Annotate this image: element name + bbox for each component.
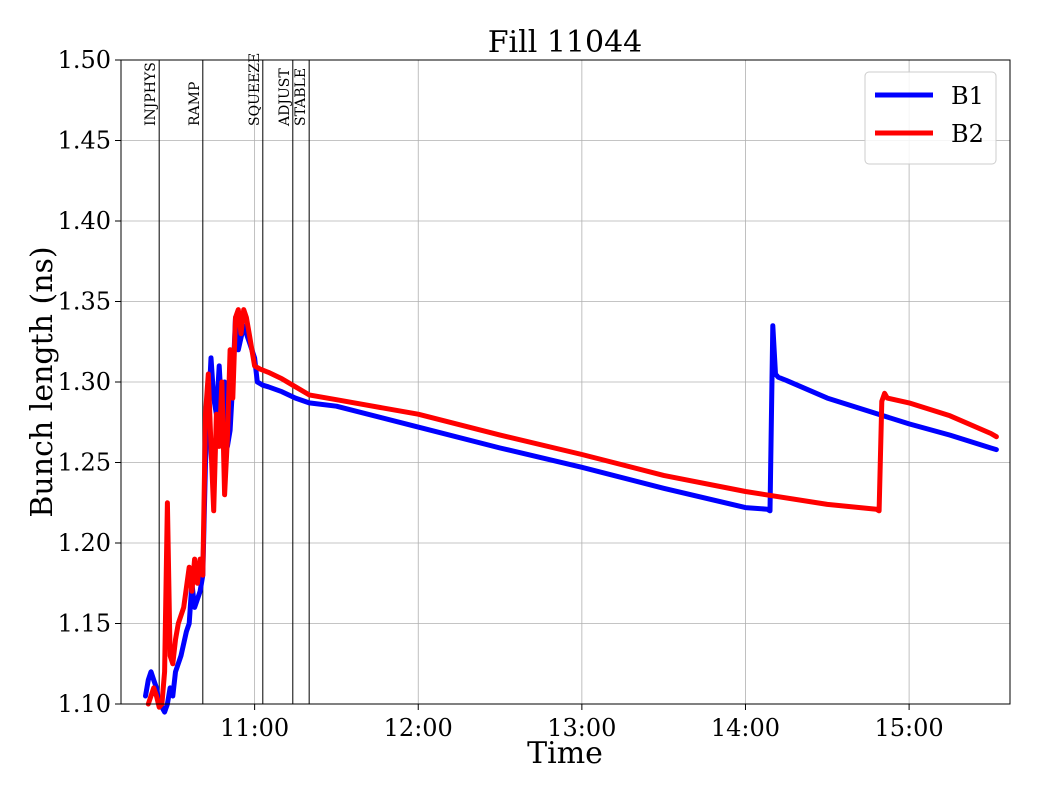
y-tick-label: 1.35 [58, 288, 111, 316]
phase-label-injphys: INJPHYS [143, 62, 159, 126]
legend-label-b1: B1 [951, 82, 984, 110]
x-tick-label: 13:00 [547, 714, 616, 742]
phase-label-adjust: ADJUST [277, 68, 293, 127]
legend-label-b2: B2 [951, 120, 984, 148]
phase-label-squeeze: SQUEEZE [247, 53, 263, 126]
y-tick-label: 1.30 [58, 368, 111, 396]
y-tick-label: 1.20 [58, 529, 111, 557]
y-tick-label: 1.45 [58, 127, 111, 155]
x-axis-title: Time [527, 736, 603, 771]
chart-title: Fill 11044 [488, 25, 643, 60]
y-tick-label: 1.10 [58, 690, 111, 718]
axis-ticks: 1.10 1.15 1.20 1.25 1.30 1.35 1.40 1.45 1.50 11:0… [58, 46, 944, 742]
y-tick-label: 1.25 [58, 449, 111, 477]
x-tick-label: 12:00 [384, 714, 453, 742]
phase-label-ramp: RAMP [187, 82, 203, 126]
phase-markers: INJPHYS RAMP SQUEEZE ADJUST STABLE [143, 53, 310, 704]
series-line-b2 [145, 307, 999, 710]
y-axis-title: Bunch length (ns) [25, 246, 60, 517]
y-tick-label: 1.40 [58, 207, 111, 235]
phase-label-stable: STABLE [293, 68, 309, 126]
y-tick-label: 1.15 [58, 610, 111, 638]
y-tick-label: 1.50 [58, 46, 111, 74]
x-tick-label: 14:00 [711, 714, 780, 742]
x-tick-label: 11:00 [220, 714, 289, 742]
x-tick-label: 15:00 [875, 714, 944, 742]
plot-series [143, 307, 999, 715]
